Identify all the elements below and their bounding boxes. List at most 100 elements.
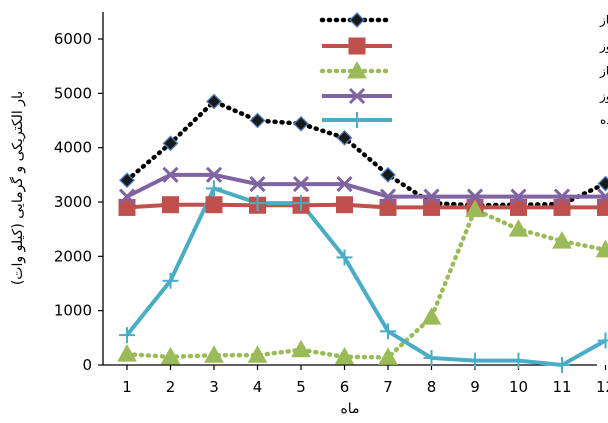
data-point-plus [119, 327, 135, 344]
legend-label: الکتریسیته دریافتی از موتور گازسوز [599, 39, 608, 54]
data-point-plus [206, 180, 222, 197]
data-point-diamond [349, 12, 365, 28]
data-point-x [553, 188, 571, 205]
data-point-triangle [552, 231, 572, 249]
legend-label: الکتریسیته موردنیاز [599, 13, 608, 28]
y-tick-label: 3000 [54, 193, 92, 211]
x-tick-label: 10 [509, 378, 528, 396]
data-point-square [379, 198, 397, 216]
data-point-square [348, 37, 366, 55]
series-markers [117, 93, 608, 373]
x-tick-label: 3 [209, 378, 219, 396]
data-point-triangle [378, 347, 398, 365]
x-tick-label: 1 [122, 378, 132, 396]
x-tick-label: 4 [253, 378, 263, 396]
x-tick-label: 12 [596, 378, 608, 396]
series-markers-3 [117, 199, 608, 365]
data-point-diamond [249, 112, 266, 129]
data-point-diamond [119, 172, 135, 189]
data-point-x [466, 188, 484, 205]
data-point-plus [554, 357, 570, 373]
data-point-x [597, 188, 608, 205]
x-tick-label: 5 [296, 378, 306, 396]
legend-item-5: الکتریسیته خریداری شده [322, 112, 608, 128]
legend-item-1: الکتریسیته موردنیاز [319, 12, 608, 28]
data-point-x [510, 188, 527, 205]
data-point-square [336, 196, 353, 214]
x-axis-title: ماه [340, 401, 359, 417]
data-point-diamond [597, 175, 608, 192]
data-point-diamond [162, 135, 179, 152]
series-line-3 [124, 206, 608, 360]
data-point-x [118, 188, 136, 205]
data-point-plus [336, 249, 353, 266]
data-point-triangle [508, 219, 529, 237]
data-point-x [205, 166, 223, 183]
data-point-square [553, 198, 571, 216]
data-point-diamond [380, 166, 396, 183]
data-point-x [379, 188, 397, 205]
data-point-x [249, 176, 266, 193]
data-point-triangle [117, 344, 137, 362]
x-tick-label: 6 [340, 378, 350, 396]
data-point-triangle [595, 239, 608, 258]
data-point-diamond [206, 93, 222, 110]
data-point-triangle [334, 346, 355, 365]
data-point-x [423, 188, 440, 205]
data-point-plus [249, 195, 266, 212]
series-line-5 [125, 185, 607, 368]
y-tick-label: 1000 [54, 302, 92, 320]
data-point-square [162, 196, 179, 214]
y-tick-label: 6000 [54, 30, 92, 48]
data-point-triangle [160, 346, 181, 365]
series-line-4 [126, 172, 606, 199]
data-point-diamond [293, 115, 309, 132]
data-point-plus [467, 352, 483, 369]
y-axis-title: بار الکتریکی و گرمایی (کیلو وات) [9, 91, 26, 285]
x-tick-label: 8 [427, 378, 437, 396]
legend-label: الکتریسیته خریداری شده [600, 113, 608, 128]
x-tick-label: 11 [552, 378, 571, 396]
data-point-triangle [291, 339, 311, 358]
legend-label: گرمایش دریافتی از موتورگازسوز [599, 89, 608, 104]
x-axis-ticks: 123456789101112 [122, 365, 608, 396]
data-point-square [597, 198, 608, 216]
data-point-plus [597, 332, 608, 349]
y-axis-ticks: 0 1000 2000 3000 4000 5000 6000 [54, 30, 103, 374]
legend-label: گرمایش موردنیاز [599, 64, 608, 79]
legend-item-3: گرمایش موردنیاز [319, 60, 608, 79]
data-point-square [423, 198, 440, 216]
legend-item-4: گرمایش دریافتی از موتورگازسوز [322, 87, 608, 105]
data-point-x [162, 166, 179, 183]
series-markers-4 [118, 166, 608, 205]
data-point-square [205, 196, 223, 214]
series-markers-5 [119, 180, 608, 373]
y-tick-label: 2000 [54, 247, 92, 265]
y-tick-label: 4000 [54, 139, 92, 157]
data-point-plus [423, 349, 440, 366]
data-point-triangle [465, 199, 485, 218]
data-point-triangle [247, 345, 268, 363]
data-point-plus [380, 323, 396, 340]
data-point-x [336, 176, 353, 193]
data-point-square [118, 198, 136, 216]
data-point-x [348, 87, 366, 105]
y-tick-label: 5000 [54, 84, 92, 102]
data-point-square [510, 198, 527, 216]
series-line-2 [126, 202, 606, 210]
series-lines [124, 98, 608, 368]
x-tick-label: 9 [470, 378, 480, 396]
data-point-triangle [347, 60, 367, 79]
data-point-plus [510, 352, 527, 369]
data-point-plus [349, 112, 365, 128]
data-point-triangle [204, 345, 224, 363]
data-point-x [292, 176, 310, 193]
data-point-plus [162, 272, 179, 289]
y-tick-label: 0 [82, 356, 92, 374]
x-tick-label: 2 [166, 378, 176, 396]
x-tick-label: 7 [383, 378, 393, 396]
chart-legend: الکتریسیته موردنیاز الکتریسیته دریافتی از… [319, 12, 608, 128]
legend-item-2: الکتریسیته دریافتی از موتور گازسوز [322, 37, 608, 55]
